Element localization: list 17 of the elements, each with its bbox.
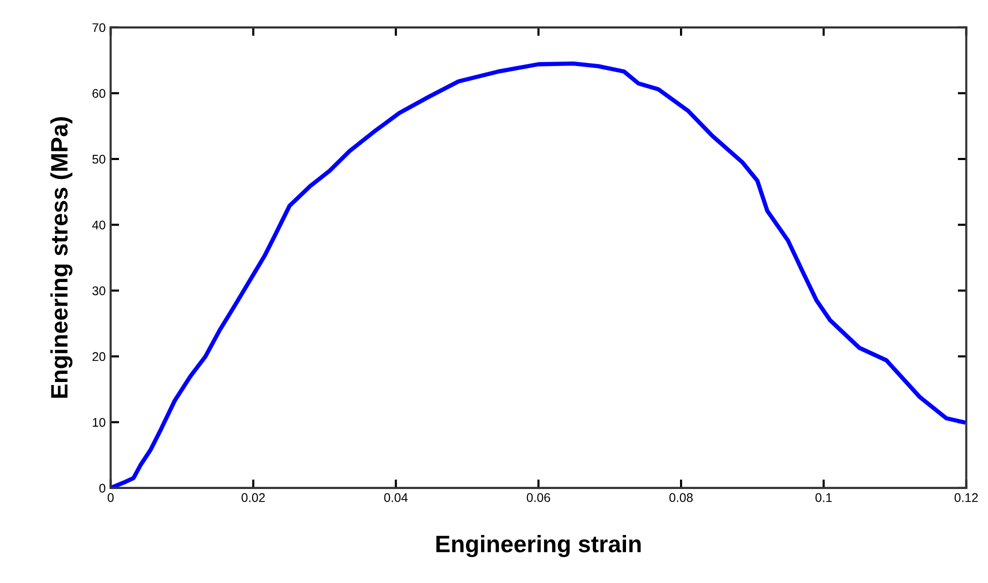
y-tick-label: 60: [92, 88, 106, 98]
y-axis-title: Engineering stress (MPa): [50, 117, 72, 398]
x-tick-label: 0: [108, 493, 114, 502]
x-axis-title: Engineering strain: [436, 535, 641, 558]
x-tick-label: 0.06: [526, 493, 550, 502]
x-tick-label: 0.04: [384, 493, 408, 502]
y-tick-label: 30: [92, 286, 106, 296]
x-tick-label: 0.08: [669, 493, 693, 502]
y-tick-label: 20: [92, 352, 106, 362]
y-tick-label: 70: [92, 23, 106, 32]
y-tick-label: 50: [92, 154, 106, 164]
x-tick-label: 0.02: [242, 493, 265, 502]
x-tick-label: 0.12: [954, 493, 978, 502]
y-tick-label: 40: [92, 220, 106, 230]
y-tick-label: 0: [99, 484, 106, 493]
y-tick-label: 10: [92, 418, 106, 427]
x-tick-label: 0.1: [815, 493, 832, 502]
